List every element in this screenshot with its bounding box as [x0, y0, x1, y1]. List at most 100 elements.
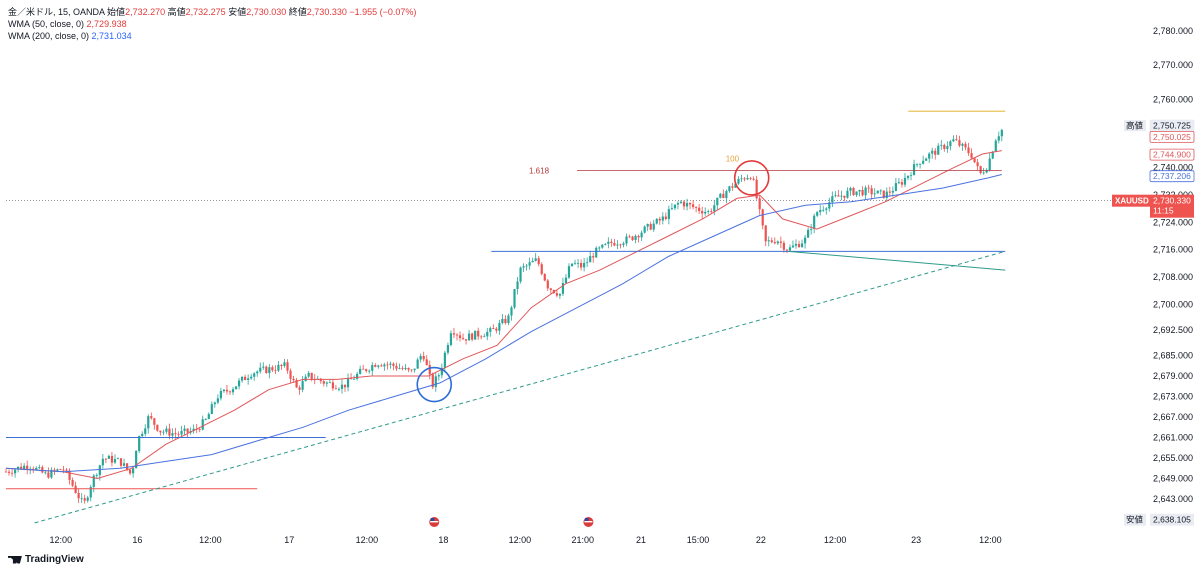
candle-body — [292, 378, 295, 381]
low-tag-label-bg — [1124, 513, 1146, 526]
candle-body — [725, 191, 728, 199]
price-tick-label[interactable]: 2,685.000 — [1153, 351, 1193, 361]
plot-area[interactable] — [4, 128, 1148, 504]
candle-body — [846, 190, 849, 198]
candle-body — [955, 139, 958, 141]
candle-body — [225, 389, 229, 392]
time-tick-label[interactable]: 12:00 — [50, 535, 73, 545]
candle-body — [44, 472, 47, 474]
candle-body — [713, 205, 716, 212]
price-tick-label[interactable]: 2,673.000 — [1153, 392, 1193, 402]
candle-body — [122, 463, 126, 466]
candle-body — [489, 328, 492, 332]
symbol-tag-box[interactable] — [1112, 194, 1150, 207]
price-tick-label[interactable]: 2,700.000 — [1153, 299, 1193, 309]
candle-body — [570, 263, 574, 267]
candle-body — [900, 182, 904, 185]
price-tick-label[interactable]: 2,760.000 — [1153, 94, 1193, 104]
candle-body — [704, 211, 707, 214]
candle-body — [480, 336, 483, 338]
candle-body — [132, 468, 135, 474]
candle-body — [722, 193, 725, 199]
wma200-line — [5, 174, 1002, 473]
time-tick-label[interactable]: 15:00 — [687, 535, 710, 545]
candle-body — [156, 424, 159, 431]
candle-body — [383, 364, 386, 367]
price-tick-label[interactable]: 2,716.000 — [1153, 245, 1193, 255]
time-tick-label[interactable]: 21:00 — [571, 535, 594, 545]
price-tick-label[interactable]: 2,770.000 — [1153, 60, 1193, 70]
low-price-value: 2,638.105 — [1153, 515, 1191, 525]
candle-body — [101, 458, 104, 466]
time-tick-label[interactable]: 12:00 — [979, 535, 1002, 545]
candle-body — [949, 141, 952, 147]
time-tick-label[interactable]: 12:00 — [824, 535, 847, 545]
time-tick-label[interactable]: 18 — [438, 535, 448, 545]
candle-body — [958, 140, 961, 146]
us-event-flag-icon[interactable] — [428, 516, 441, 528]
candle-body — [398, 368, 401, 369]
candle-body — [940, 144, 943, 146]
candle-body — [65, 469, 68, 471]
candle-body — [343, 384, 347, 388]
time-tick-label[interactable]: 12:00 — [199, 535, 222, 545]
candle-body — [443, 352, 446, 368]
price-tick-label[interactable]: 2,661.000 — [1153, 433, 1193, 443]
candle-body — [507, 315, 510, 324]
candle-body — [141, 433, 144, 437]
price-tick-label[interactable]: 2,649.000 — [1153, 474, 1193, 484]
candle-body — [231, 389, 235, 393]
candle-body — [234, 386, 238, 390]
candle-body — [113, 459, 117, 463]
price-tick-label[interactable]: 2,780.000 — [1153, 26, 1193, 36]
candle-body — [17, 466, 20, 470]
candle-body — [701, 211, 704, 214]
candle-body — [371, 365, 374, 371]
candle-body — [991, 151, 994, 159]
candle-body — [873, 193, 876, 195]
candle-body — [867, 187, 870, 189]
candle-body — [925, 158, 928, 161]
last-price-tag-box[interactable] — [1150, 194, 1194, 218]
candle-body — [186, 428, 189, 433]
candle-body — [35, 467, 38, 471]
candle-body — [80, 498, 83, 500]
time-tick-label[interactable]: 17 — [284, 535, 294, 545]
price-tick-label[interactable]: 2,692.500 — [1153, 325, 1193, 335]
price-tick-label[interactable]: 2,679.000 — [1153, 371, 1193, 381]
time-tick-label[interactable]: 12:00 — [509, 535, 532, 545]
price-tick-label[interactable]: 2,740.000 — [1153, 163, 1193, 173]
candle-body — [138, 436, 141, 451]
candle-body — [894, 183, 897, 191]
tradingview-logo[interactable]: TradingView — [8, 554, 84, 565]
legend-wma50-row[interactable]: WMA (50, close, 0) 2,729.938 — [8, 18, 416, 30]
candle-body — [592, 256, 595, 258]
time-axis[interactable]: 12:00 16 12:00 17 12:00 18 12:00 21:00 21 15:00 22… — [50, 535, 1002, 545]
price-tick-label[interactable]: 2,724.000 — [1153, 217, 1193, 227]
candle-body — [595, 247, 598, 258]
candle-body — [870, 188, 873, 195]
price-tick-label[interactable]: 2,667.000 — [1153, 412, 1193, 422]
price-axis[interactable]: 2,643.000 2,649.000 2,655.000 2,661.000 2,66… — [1112, 26, 1195, 526]
price-tick-label[interactable]: 2,708.000 — [1153, 272, 1193, 282]
time-tick-label[interactable]: 21 — [636, 535, 646, 545]
price-tick-label[interactable]: 2,655.000 — [1153, 453, 1193, 463]
time-tick-label[interactable]: 23 — [911, 535, 921, 545]
time-tick-label[interactable]: 16 — [132, 535, 142, 545]
price-tick-label[interactable]: 2,643.000 — [1153, 494, 1193, 504]
candle-body — [104, 458, 107, 460]
legend-symbol[interactable]: 金／米ドル, 15, OANDA — [8, 7, 105, 17]
candle-body — [779, 241, 782, 243]
us-event-flag-icon[interactable] — [582, 516, 595, 528]
candle-body — [10, 472, 14, 474]
candle-body — [177, 434, 180, 435]
time-tick-label[interactable]: 22 — [756, 535, 766, 545]
time-tick-label[interactable]: 12:00 — [356, 535, 379, 545]
candle-body — [77, 492, 80, 499]
candle-body — [973, 158, 976, 163]
candle-body — [455, 334, 459, 336]
legend-wma200-row[interactable]: WMA (200, close, 0) 2,731.034 — [8, 30, 416, 42]
candle-body — [386, 364, 389, 366]
candle-body — [970, 153, 973, 159]
